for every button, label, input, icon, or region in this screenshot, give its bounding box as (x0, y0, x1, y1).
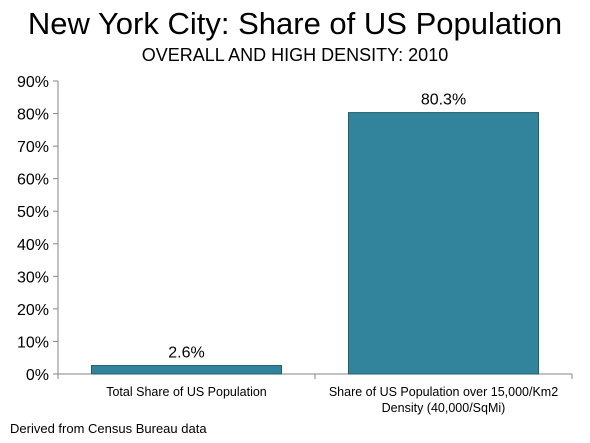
bar (348, 112, 539, 375)
y-tick-label: 40% (17, 237, 49, 254)
source-footnote: Derived from Census Bureau data (10, 421, 207, 436)
data-label: 2.6% (168, 345, 204, 362)
x-category-label: Density (40,000/SqMi) (382, 401, 506, 415)
y-tick-label: 70% (17, 139, 49, 156)
chart-labels: 2.6% Total Share of US Population 80.3% Sha… (106, 92, 558, 415)
x-category-label: Share of US Population over 15,000/Km2 (329, 385, 558, 399)
data-label: 80.3% (421, 92, 466, 109)
y-tick-label: 60% (17, 172, 49, 189)
y-tick-label: 50% (17, 204, 49, 221)
bar (91, 365, 282, 375)
y-tick-label: 10% (17, 334, 49, 351)
y-tick-label: 30% (17, 269, 49, 286)
y-tick-label: 0% (26, 367, 49, 384)
chart-axes: 0% 10% 20% 30% 40% 50% 60% 70% 80% 90% (17, 74, 573, 384)
x-category-label: Total Share of US Population (106, 385, 267, 399)
y-tick-label: 90% (17, 74, 49, 91)
chart-bars (91, 112, 539, 375)
y-tick-label: 20% (17, 302, 49, 319)
chart-subtitle: OVERALL AND HIGH DENSITY: 2010 (141, 45, 449, 65)
y-tick-label: 80% (17, 107, 49, 124)
chart-title: New York City: Share of US Population (27, 6, 563, 41)
